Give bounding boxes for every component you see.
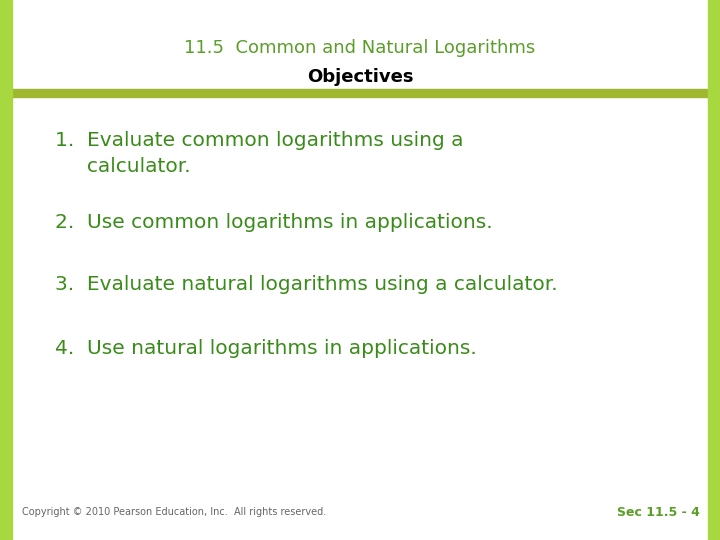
Text: 1.  Evaluate common logarithms using a: 1. Evaluate common logarithms using a: [55, 131, 464, 150]
Text: Sec 11.5 - 4: Sec 11.5 - 4: [617, 505, 700, 518]
Text: 3.  Evaluate natural logarithms using a calculator.: 3. Evaluate natural logarithms using a c…: [55, 275, 557, 294]
Text: Objectives: Objectives: [307, 68, 413, 86]
Text: 4.  Use natural logarithms in applications.: 4. Use natural logarithms in application…: [55, 339, 477, 357]
Text: 2.  Use common logarithms in applications.: 2. Use common logarithms in applications…: [55, 213, 492, 232]
Bar: [0, 0, 12, 540]
Bar: [12, 89, 708, 97]
Text: Copyright © 2010 Pearson Education, Inc.  All rights reserved.: Copyright © 2010 Pearson Education, Inc.…: [22, 507, 326, 517]
Text: 11.5  Common and Natural Logarithms: 11.5 Common and Natural Logarithms: [184, 39, 536, 57]
Text: calculator.: calculator.: [55, 157, 191, 176]
Bar: [708, 0, 720, 540]
